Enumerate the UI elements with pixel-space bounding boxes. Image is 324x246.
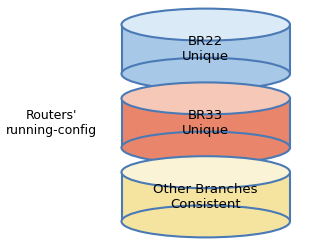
Ellipse shape — [122, 9, 290, 41]
Ellipse shape — [122, 58, 290, 90]
Text: Other Branches
Consistent: Other Branches Consistent — [154, 183, 258, 211]
Ellipse shape — [122, 205, 290, 237]
Ellipse shape — [122, 156, 290, 188]
Bar — [122, 172, 290, 221]
Bar — [122, 25, 290, 74]
Text: BR22
Unique: BR22 Unique — [182, 35, 229, 63]
Text: Routers'
running-config: Routers' running-config — [6, 109, 98, 137]
Ellipse shape — [122, 82, 290, 114]
Text: BR33
Unique: BR33 Unique — [182, 109, 229, 137]
Bar — [122, 98, 290, 148]
Ellipse shape — [122, 132, 290, 164]
